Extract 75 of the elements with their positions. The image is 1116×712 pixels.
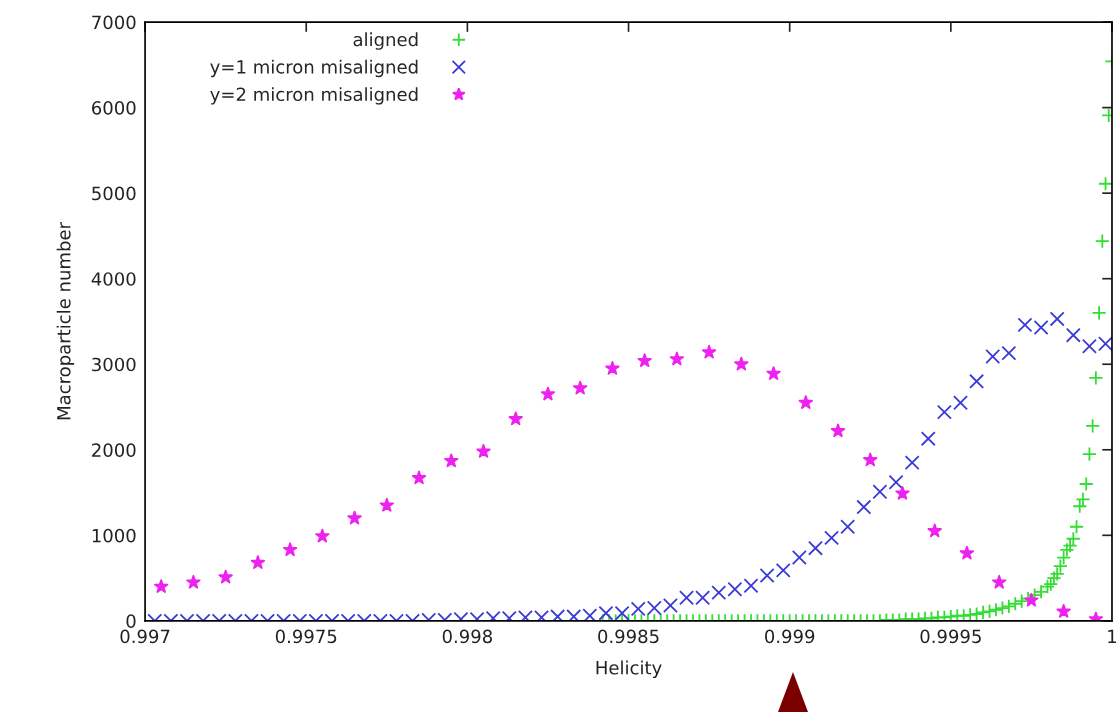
- point: [920, 431, 936, 447]
- point: [872, 484, 888, 500]
- x-tick-label: 0.9995: [920, 629, 981, 644]
- point: [759, 568, 775, 584]
- point: [1098, 336, 1112, 352]
- point: [766, 366, 781, 380]
- y-tick-label: 4000: [91, 272, 136, 286]
- point: [895, 485, 910, 500]
- point: [154, 579, 169, 593]
- point: [411, 470, 427, 485]
- point: [347, 510, 362, 525]
- point: [605, 361, 620, 375]
- point: [840, 519, 856, 535]
- legend-label: y=2 micron misaligned: [210, 87, 418, 105]
- y-tick-label: 1000: [92, 528, 136, 543]
- point: [1056, 603, 1071, 618]
- point: [315, 528, 330, 543]
- point: [992, 574, 1007, 589]
- point: [444, 453, 459, 468]
- point: [734, 356, 749, 371]
- point: [711, 585, 727, 601]
- point: [953, 395, 968, 411]
- point: [662, 597, 678, 613]
- point: [969, 373, 985, 389]
- point: [508, 411, 523, 426]
- point: [1001, 345, 1017, 361]
- point: [959, 545, 975, 560]
- legend-label: aligned: [353, 32, 418, 50]
- point: [1049, 311, 1065, 327]
- point: [936, 404, 952, 420]
- point: [824, 530, 840, 546]
- point: [379, 497, 394, 512]
- point: [743, 578, 759, 594]
- x-tick-label: 0.998: [442, 629, 492, 644]
- point: [775, 562, 791, 578]
- y-tick-label: 3000: [92, 357, 136, 372]
- x-tick-label: 0.9985: [598, 629, 659, 644]
- point: [830, 423, 846, 438]
- point: [856, 499, 872, 515]
- point: [540, 386, 556, 401]
- point: [573, 380, 588, 395]
- point: [807, 540, 823, 556]
- point: [863, 452, 878, 467]
- point: [1033, 319, 1049, 335]
- x-tick-label: 0.997: [120, 629, 170, 644]
- point: [1024, 592, 1039, 607]
- point: [1017, 317, 1033, 333]
- x-tick-label: 0.999: [765, 629, 815, 644]
- y-tick-label: 5000: [92, 186, 136, 201]
- point: [798, 395, 813, 409]
- point: [1065, 327, 1081, 343]
- point: [927, 523, 942, 538]
- point: [186, 574, 201, 589]
- point: [701, 344, 717, 359]
- point: [888, 474, 904, 490]
- point: [727, 581, 743, 597]
- point: [791, 550, 807, 566]
- x-tick-label: 0.9975: [275, 629, 337, 644]
- point: [985, 349, 1001, 365]
- y-axis-title: Macroparticle number: [56, 222, 75, 420]
- point: [904, 455, 920, 471]
- point: [637, 353, 652, 368]
- point: [476, 443, 491, 458]
- y-tick-label: 0: [126, 614, 136, 628]
- point: [282, 542, 298, 557]
- x-tick-label: 1: [1108, 629, 1116, 643]
- point: [1081, 338, 1097, 354]
- x-axis-title: Helicity: [596, 660, 662, 679]
- y-tick-label: 7000: [92, 15, 136, 30]
- point: [669, 351, 685, 366]
- point: [250, 555, 266, 569]
- y-tick-label: 6000: [92, 101, 136, 115]
- legend-label: y=1 micron misaligned: [210, 59, 418, 78]
- y-tick-label: 2000: [92, 443, 136, 457]
- point: [218, 569, 233, 584]
